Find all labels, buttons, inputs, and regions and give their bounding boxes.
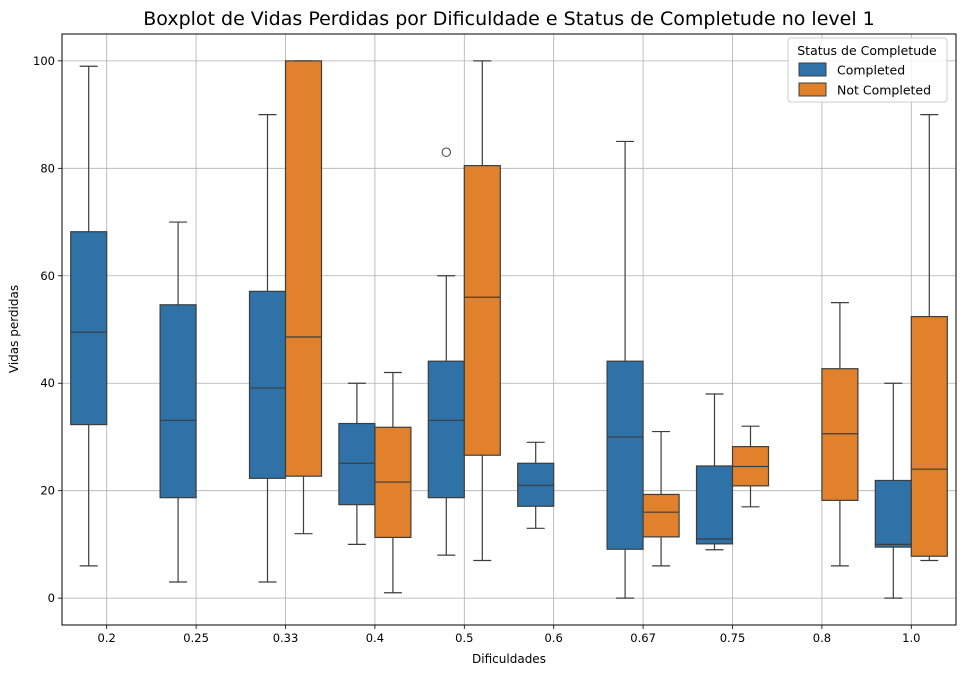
y-tick-label: 80 — [40, 161, 55, 175]
box-iqr — [427, 360, 465, 499]
legend-swatch-completed — [798, 62, 827, 77]
box-iqr — [642, 493, 680, 538]
box-completed-0.25 — [159, 221, 197, 583]
y-tick-label: 0 — [48, 591, 55, 605]
y-axis-title: Vidas perdidas — [7, 285, 21, 373]
x-tick-label: 0.25 — [183, 631, 209, 645]
x-tick-label: 0.67 — [630, 631, 656, 645]
box-iqr — [606, 360, 644, 550]
legend-title: Status de Completude — [797, 43, 937, 58]
box-not-completed-0.5 — [463, 60, 501, 562]
legend-label: Completed — [837, 63, 905, 78]
plot-frame — [61, 33, 957, 626]
chart-title: Boxplot de Vidas Perdidas por Dificuldad… — [143, 8, 875, 30]
box-completed-0.67 — [606, 140, 644, 599]
x-tick-label: 0.4 — [366, 631, 384, 645]
box-not-completed-0.4 — [374, 371, 412, 594]
y-tick-label: 60 — [40, 269, 55, 283]
box-completed-0.6 — [517, 441, 555, 529]
box-iqr — [463, 165, 501, 456]
box-not-completed-0.67 — [642, 430, 680, 567]
x-tick-label: 0.8 — [813, 631, 831, 645]
x-tick-label: 0.33 — [273, 631, 299, 645]
box-iqr — [695, 465, 734, 545]
box-iqr — [159, 304, 197, 499]
x-tick-label: 0.6 — [545, 631, 563, 645]
box-iqr — [910, 316, 948, 557]
box-not-completed-0.75 — [731, 425, 770, 508]
box-completed-1.0 — [874, 382, 912, 599]
y-tick-label: 100 — [33, 54, 55, 68]
box-completed-0.2 — [70, 65, 108, 567]
box-completed-0.5 — [427, 147, 465, 556]
x-axis: 0.2 0.25 0.33 0.4 0.5 0.6 0.67 0.75 0.8 1.0 — [98, 625, 920, 645]
x-axis-title: Dificuldades — [472, 652, 546, 666]
legend: Status de Completude Completed Not Comple… — [787, 37, 948, 103]
outlier-point — [441, 147, 451, 157]
box-not-completed-0.33 — [284, 60, 323, 535]
y-tick-label: 40 — [40, 376, 55, 390]
legend-label: Not Completed — [837, 83, 931, 98]
y-tick-label: 20 — [40, 484, 55, 498]
box-iqr — [874, 479, 912, 548]
box-iqr — [821, 368, 859, 501]
x-tick-label: 0.2 — [98, 631, 116, 645]
box-iqr — [338, 422, 376, 506]
box-completed-0.33 — [248, 113, 287, 583]
x-tick-label: 0.75 — [720, 631, 746, 645]
box-iqr — [70, 231, 108, 426]
box-not-completed-0.8 — [821, 302, 859, 567]
x-tick-label: 1.0 — [902, 631, 920, 645]
boxes-layer — [70, 60, 948, 599]
box-not-completed-1.0 — [910, 113, 948, 562]
legend-swatch-not-completed — [798, 82, 827, 97]
box-iqr — [284, 60, 323, 477]
x-tick-label: 0.5 — [455, 631, 473, 645]
y-axis: 0 20 40 60 80 100 — [33, 54, 62, 605]
box-completed-0.75 — [695, 393, 734, 551]
legend-frame — [787, 37, 948, 103]
box-completed-0.4 — [338, 382, 376, 546]
box-iqr — [248, 290, 287, 479]
